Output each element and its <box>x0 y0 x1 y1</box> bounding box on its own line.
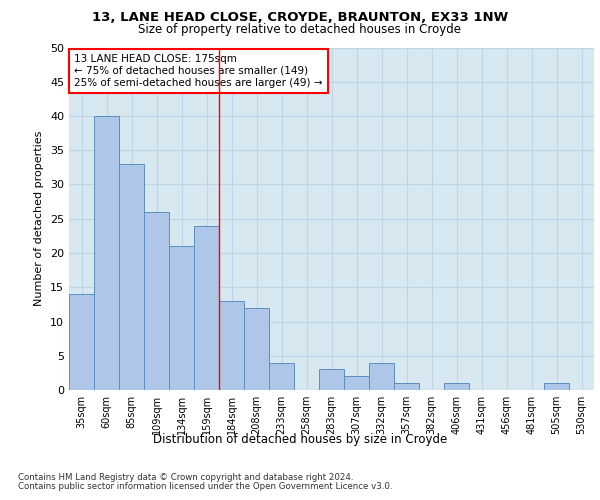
Text: Size of property relative to detached houses in Croyde: Size of property relative to detached ho… <box>139 22 461 36</box>
Bar <box>269 362 294 390</box>
Text: 13 LANE HEAD CLOSE: 175sqm
← 75% of detached houses are smaller (149)
25% of sem: 13 LANE HEAD CLOSE: 175sqm ← 75% of deta… <box>74 54 323 88</box>
Bar <box>94 116 119 390</box>
Y-axis label: Number of detached properties: Number of detached properties <box>34 131 44 306</box>
Bar <box>244 308 269 390</box>
Bar <box>219 301 244 390</box>
Text: Contains HM Land Registry data © Crown copyright and database right 2024.: Contains HM Land Registry data © Crown c… <box>18 472 353 482</box>
Bar <box>69 294 94 390</box>
Text: Distribution of detached houses by size in Croyde: Distribution of detached houses by size … <box>153 432 447 446</box>
Bar <box>169 246 194 390</box>
Bar <box>119 164 144 390</box>
Text: 13, LANE HEAD CLOSE, CROYDE, BRAUNTON, EX33 1NW: 13, LANE HEAD CLOSE, CROYDE, BRAUNTON, E… <box>92 11 508 24</box>
Bar <box>544 383 569 390</box>
Text: Contains public sector information licensed under the Open Government Licence v3: Contains public sector information licen… <box>18 482 392 491</box>
Bar <box>194 226 219 390</box>
Bar <box>394 383 419 390</box>
Bar <box>369 362 394 390</box>
Bar <box>144 212 169 390</box>
Bar <box>319 370 344 390</box>
Bar <box>444 383 469 390</box>
Bar <box>344 376 369 390</box>
